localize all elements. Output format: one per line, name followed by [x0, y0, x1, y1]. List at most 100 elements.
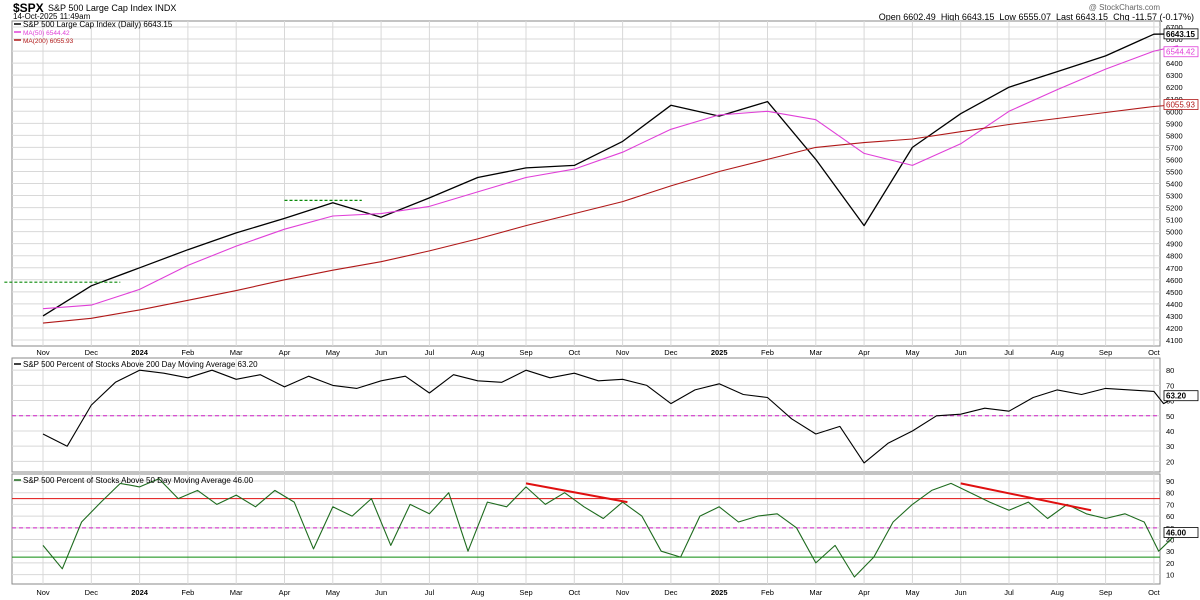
y-tick-label: 90 [1166, 477, 1174, 486]
y-tick-label: 5800 [1166, 131, 1183, 140]
y-tick-label: 20 [1166, 457, 1174, 466]
x-tick-label: Jun [375, 588, 387, 597]
x-tick-label: Mar [230, 588, 243, 597]
y-tick-label: 30 [1166, 442, 1174, 451]
chg-value: -11.57 (-0.17%) [1132, 12, 1194, 22]
x-tick-label: Feb [181, 588, 194, 597]
x-tick-label: 2024 [131, 588, 149, 597]
x-tick-label: Nov [36, 588, 50, 597]
value-tag: 6544.42 [1166, 48, 1195, 57]
ohlc-readout: Open 6602.49 High 6643.15 Low 6555.07 La… [879, 12, 1194, 22]
x-tick-label: Jul [425, 588, 435, 597]
y-tick-label: 5000 [1166, 228, 1183, 237]
series-line-1 [42, 33, 1179, 317]
x-tick-label: Dec [664, 348, 678, 357]
y-tick-label: 4100 [1166, 336, 1183, 345]
last-label: Last [1056, 12, 1074, 22]
y-tick-label: 50 [1166, 412, 1174, 421]
security-name: S&P 500 Large Cap Index INDX [48, 3, 177, 13]
chg-label: Chg [1113, 12, 1130, 22]
chart-date: 14-Oct-2025 11:49am [13, 12, 91, 21]
x-tick-label: May [326, 348, 340, 357]
y-tick-label: 5300 [1166, 192, 1183, 201]
series-line-1 [42, 478, 1179, 578]
low-value: 6555.07 [1018, 12, 1051, 22]
x-tick-label: Nov [616, 588, 630, 597]
x-tick-label: Dec [664, 588, 678, 597]
value-tag: 63.20 [1166, 392, 1187, 401]
y-tick-label: 5700 [1166, 143, 1183, 152]
high-value: 6643.15 [961, 12, 995, 22]
y-tick-label: 5400 [1166, 180, 1183, 189]
y-tick-label: 40 [1166, 427, 1174, 436]
x-tick-label: Jul [425, 348, 435, 357]
value-tag-box [1163, 390, 1199, 402]
y-tick-label: 5600 [1166, 155, 1183, 164]
x-tick-label: Sep [1099, 348, 1112, 357]
y-tick-label: 20 [1166, 559, 1174, 568]
legend-entry: S&P 500 Large Cap Index (Daily) 6643.15 [23, 20, 173, 29]
y-tick-label: 5900 [1166, 119, 1183, 128]
y-tick-label: 4700 [1166, 264, 1183, 273]
low-label: Low [999, 12, 1016, 22]
panel-title: S&P 500 Percent of Stocks Above 200 Day … [23, 360, 258, 369]
divergence-trendline [960, 482, 1092, 512]
value-tag-box [1163, 28, 1199, 40]
last-value: 6643.15 [1075, 12, 1109, 22]
value-tag-box [1163, 99, 1199, 110]
x-tick-label: Feb [761, 588, 774, 597]
y-tick-label: 6200 [1166, 83, 1183, 92]
x-tick-label: May [905, 348, 919, 357]
panel-2-frame [11, 357, 1161, 473]
x-tick-label: 2025 [711, 588, 728, 597]
x-tick-label: Nov [36, 348, 50, 357]
value-tag: 6643.15 [1166, 30, 1195, 39]
y-tick-label: 6300 [1166, 71, 1183, 80]
high-label: High [940, 12, 960, 22]
x-tick-label: Oct [1148, 588, 1161, 597]
x-tick-label: Dec [85, 348, 99, 357]
y-tick-label: 70 [1166, 500, 1174, 509]
value-tag: 46.00 [1166, 529, 1187, 538]
open-value: 6602.49 [903, 12, 936, 22]
x-tick-label: 2024 [131, 348, 149, 357]
value-tag: 6055.93 [1166, 101, 1195, 110]
y-tick-label: 4800 [1166, 252, 1183, 261]
x-tick-label: Oct [568, 348, 581, 357]
y-tick-label: 6400 [1166, 59, 1183, 68]
x-tick-label: Jun [375, 348, 387, 357]
x-tick-label: Jul [1004, 348, 1014, 357]
divergence-trendline [525, 482, 628, 504]
value-tag-box [1163, 46, 1199, 58]
x-tick-label: Apr [279, 588, 291, 597]
y-tick-label: 6700 [1166, 23, 1183, 32]
y-tick-label: 4200 [1166, 324, 1183, 333]
x-tick-label: Feb [761, 348, 774, 357]
x-tick-label: May [905, 588, 919, 597]
y-tick-label: 10 [1166, 571, 1174, 580]
x-tick-label: Jun [955, 348, 967, 357]
y-tick-label: 6000 [1166, 107, 1183, 116]
x-tick-label: Oct [1148, 348, 1161, 357]
x-tick-label: Sep [519, 348, 532, 357]
y-tick-label: 4300 [1166, 312, 1183, 321]
open-label: Open [878, 12, 901, 22]
y-tick-label: 6600 [1166, 35, 1183, 44]
y-tick-label: 4600 [1166, 276, 1183, 285]
x-tick-label: Nov [616, 348, 630, 357]
y-tick-label: 4500 [1166, 288, 1183, 297]
x-tick-label: Sep [519, 588, 532, 597]
series-line-3 [42, 103, 1179, 324]
x-tick-label: Aug [471, 348, 484, 357]
x-tick-label: Aug [471, 588, 484, 597]
x-tick-label: Apr [858, 588, 870, 597]
x-tick-label: Aug [1051, 588, 1064, 597]
legend-entry: MA(50) 6544.42 [23, 30, 70, 37]
y-tick-label: 5500 [1166, 167, 1183, 176]
x-tick-label: Apr [279, 348, 291, 357]
x-tick-label: Dec [85, 588, 99, 597]
x-tick-label: Jul [1004, 588, 1014, 597]
x-tick-label: Oct [568, 588, 581, 597]
y-tick-label: 60 [1166, 512, 1174, 521]
symbol: $SPX [13, 1, 44, 15]
